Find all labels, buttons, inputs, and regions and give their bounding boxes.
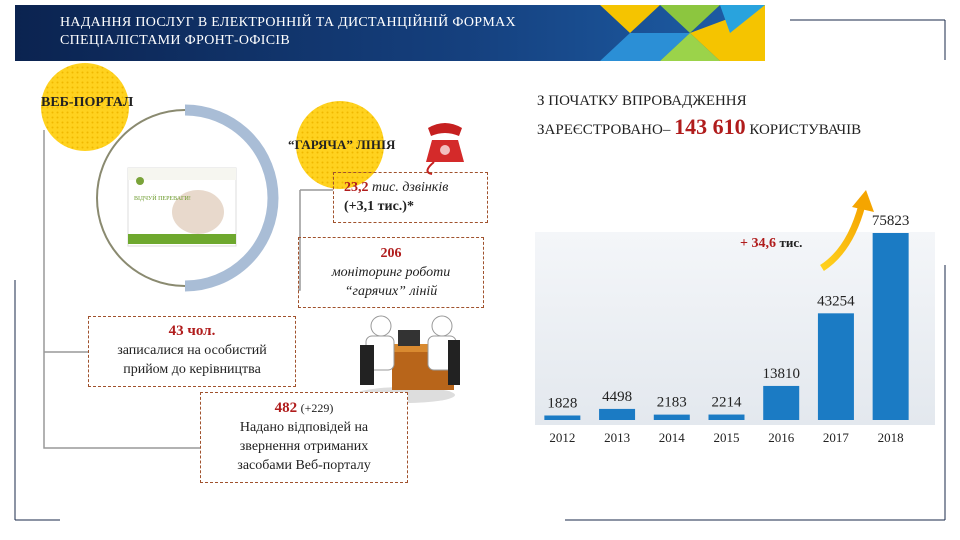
bar — [544, 415, 581, 420]
value-label: 1828 — [547, 395, 577, 411]
reception-line: прийом до керівництва — [123, 362, 261, 377]
website-logo — [136, 177, 144, 185]
x-tick-label: 2016 — [768, 430, 795, 445]
ring — [184, 104, 279, 292]
growth-annotation: + 34,6 тис. — [740, 235, 802, 251]
ring — [96, 109, 186, 287]
x-tick-label: 2014 — [659, 430, 686, 445]
web-portal-circle — [41, 63, 129, 151]
monitoring-value: 206 — [380, 246, 402, 261]
office-illustration — [355, 315, 460, 403]
website-header — [128, 168, 236, 180]
website-text: ВІДЧУЙ ПЕРЕВАГИ! — [134, 194, 191, 202]
bar — [817, 313, 854, 420]
answers-box: 482 (+229) Надано відповідей на зверненн… — [200, 392, 408, 483]
bar — [653, 414, 690, 420]
chart-panel — [535, 232, 935, 425]
x-tick-label: 2015 — [714, 430, 740, 445]
registered-prefix: ЗАРЕЄСТРОВАНО– — [537, 122, 671, 138]
calls-note: (+3,1 тис.)* — [344, 199, 414, 214]
value-label: 2214 — [712, 395, 743, 411]
bar-chart: 1828 2012 4498 2013 2183 2014 2214 2015 13810 201… — [544, 213, 909, 445]
decor — [720, 5, 765, 33]
registered-suffix: КОРИСТУВАЧІВ — [749, 122, 862, 138]
header-line: СПЕЦІАЛІСТАМИ ФРОНТ-ОФІСІВ — [60, 33, 290, 48]
website-photo — [172, 190, 224, 234]
bar — [599, 408, 636, 420]
reception-value: 43 чол. — [168, 323, 216, 339]
monitoring-line: моніторинг роботи — [331, 265, 451, 280]
bar — [708, 414, 745, 420]
calls-text: тис. дзвінків — [372, 180, 449, 195]
registered-line: З ПОЧАТКУ ВПРОВАДЖЕННЯ — [537, 93, 747, 109]
answers-line: Надано відповідей на — [239, 420, 369, 435]
answers-delta: (+229) — [300, 401, 334, 415]
value-label: 4498 — [602, 389, 632, 405]
web-portal-label: ВЕБ-ПОРТАЛ — [41, 95, 134, 110]
x-tick-label: 2018 — [878, 430, 904, 445]
x-tick-label: 2012 — [549, 430, 575, 445]
decor — [660, 33, 720, 61]
bar — [872, 233, 909, 420]
answers-value: 482 — [274, 400, 298, 416]
value-label: 2183 — [657, 395, 687, 411]
connector — [43, 130, 200, 449]
registered-line: ЗАРЕЄСТРОВАНО– 143 610 КОРИСТУВАЧІВ — [537, 114, 861, 140]
monitoring-box: 206 моніторинг роботи “гарячих” ліній — [298, 237, 484, 308]
x-tick-label: 2013 — [604, 430, 630, 445]
monitoring-line: “гарячих” ліній — [344, 284, 438, 299]
hotline-circle — [296, 101, 384, 189]
growth-arrow — [820, 204, 866, 271]
header-line: НАДАННЯ ПОСЛУГ В ЕЛЕКТРОННІЙ ТА ДИСТАНЦІ… — [60, 15, 516, 30]
website-bar — [128, 234, 236, 244]
phone-icon — [426, 123, 464, 175]
value-label: 13810 — [762, 366, 800, 382]
header-title: НАДАННЯ ПОСЛУГ В ЕЛЕКТРОННІЙ ТА ДИСТАНЦІ… — [60, 14, 516, 50]
growth-arrow-head — [852, 190, 874, 212]
value-label: 43254 — [817, 293, 855, 309]
answers-head: 482 (+229) — [201, 399, 407, 418]
decor — [660, 5, 720, 33]
calls-line: 23,2 тис. дзвінків — [344, 178, 487, 197]
value-label: 75823 — [872, 213, 910, 229]
registered-value: 143 610 — [674, 114, 746, 139]
reception-line: записалися на особистий — [117, 343, 267, 358]
hotline-label: “ГАРЯЧА” ЛІНІЯ — [288, 137, 396, 152]
decor — [600, 5, 660, 33]
calls-value: 23,2 — [344, 180, 369, 195]
answers-line: звернення отриманих — [239, 439, 369, 454]
answers-line: засобами Веб-порталу — [237, 458, 371, 473]
x-tick-label: 2017 — [823, 430, 850, 445]
calls-box: 23,2 тис. дзвінків (+3,1 тис.)* — [333, 172, 488, 223]
bar — [763, 385, 800, 420]
reception-box: 43 чол. записалися на особистий прийом д… — [88, 316, 296, 387]
